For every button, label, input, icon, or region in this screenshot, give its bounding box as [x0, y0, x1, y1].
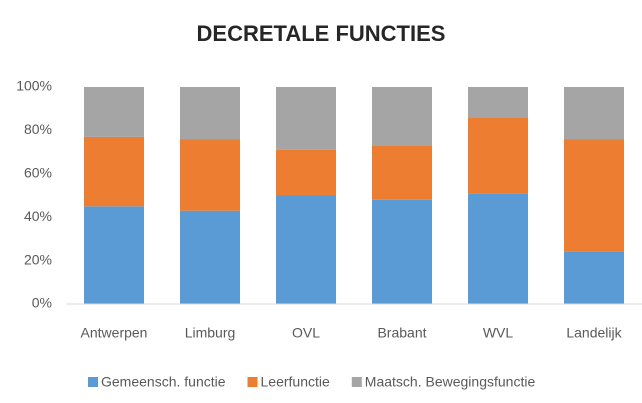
x-tick-label: Antwerpen — [81, 325, 148, 341]
bar-segment — [564, 139, 624, 252]
y-tick-label: 20% — [24, 251, 52, 267]
bar-segment — [276, 149, 336, 196]
y-tick-label: 40% — [24, 208, 52, 224]
legend-swatch — [247, 377, 258, 387]
x-tick-label: WVL — [483, 325, 514, 341]
x-tick-label: OVL — [292, 325, 320, 341]
bar-segment — [84, 206, 144, 304]
bar-segment — [468, 193, 528, 304]
legend-label: Maatsch. Bewegingsfunctie — [365, 374, 536, 390]
y-tick-label: 80% — [24, 121, 52, 137]
bar-segment — [84, 87, 144, 137]
y-tick-label: 100% — [16, 78, 52, 94]
bar-segment — [180, 210, 240, 304]
x-tick-label: Limburg — [185, 325, 236, 341]
bar-segment — [564, 251, 624, 304]
y-tick-label: 60% — [24, 165, 52, 181]
legend-label: Gemeensch. functie — [101, 374, 226, 390]
x-tick-label: Brabant — [377, 325, 426, 341]
bar-segment — [180, 139, 240, 211]
y-tick-label: 0% — [32, 295, 52, 311]
bar-segment — [372, 199, 432, 304]
legend-label: Leerfunctie — [261, 374, 330, 390]
bar-segment — [564, 87, 624, 140]
legend-swatch — [88, 377, 98, 387]
bar-segment — [372, 87, 432, 146]
bar-segment — [180, 87, 240, 140]
bar-segment — [468, 117, 528, 194]
bar-segment — [372, 145, 432, 200]
bar-segment — [276, 87, 336, 150]
bar-segment — [276, 195, 336, 304]
chart-title: DECRETALE FUNCTIES — [197, 21, 446, 46]
legend-swatch — [351, 377, 362, 387]
x-tick-label: Landelijk — [566, 325, 622, 341]
bar-segment — [84, 136, 144, 207]
bar-segment — [468, 87, 528, 118]
